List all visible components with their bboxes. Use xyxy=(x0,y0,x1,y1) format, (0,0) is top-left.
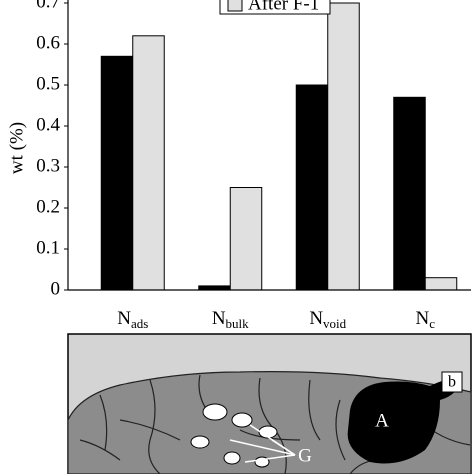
region-label: A xyxy=(375,410,389,431)
y-tick-label: 0.4 xyxy=(36,114,60,135)
legend-label: After F-1 xyxy=(248,0,319,14)
arrows xyxy=(229,424,296,463)
category-main: N xyxy=(415,308,429,329)
y-tick-label: 0 xyxy=(51,278,61,299)
x-tick-label: Nads xyxy=(117,308,148,331)
y-tick-label: 0.1 xyxy=(36,237,60,258)
bar xyxy=(229,187,263,291)
category-sub: void xyxy=(323,316,347,331)
region-a xyxy=(347,378,460,464)
category-main: N xyxy=(117,308,131,329)
bar xyxy=(295,84,329,291)
y-tick-label: 0.5 xyxy=(36,73,60,94)
category-main: N xyxy=(212,308,226,329)
y-tick-label: 0.2 xyxy=(36,196,60,217)
diagram-panel: b A G xyxy=(67,333,472,474)
bar xyxy=(424,277,458,291)
legend-swatch xyxy=(227,0,243,12)
panel-label: b xyxy=(448,374,456,391)
y-tick-label: 0.6 xyxy=(36,32,60,53)
y-axis-title: wt (%) xyxy=(6,122,27,174)
x-tick-label: Nvoid xyxy=(309,308,346,331)
x-tick-label: Nc xyxy=(415,308,435,331)
legend-frame xyxy=(219,0,331,15)
white-inclusions xyxy=(190,403,278,468)
region-label: G xyxy=(298,445,312,466)
bar xyxy=(327,2,360,291)
y-tick-label: 0.3 xyxy=(36,155,60,176)
bar xyxy=(100,55,134,291)
bar xyxy=(393,96,426,291)
category-sub: ads xyxy=(131,316,148,331)
bar xyxy=(198,285,231,291)
category-sub: bulk xyxy=(226,316,250,331)
category-main: N xyxy=(309,308,323,329)
category-sub: c xyxy=(429,316,435,331)
bar xyxy=(132,35,165,291)
x-tick-label: Nbulk xyxy=(212,308,249,331)
y-tick-label: 0.7 xyxy=(36,0,60,12)
panel-label-box xyxy=(441,371,463,393)
